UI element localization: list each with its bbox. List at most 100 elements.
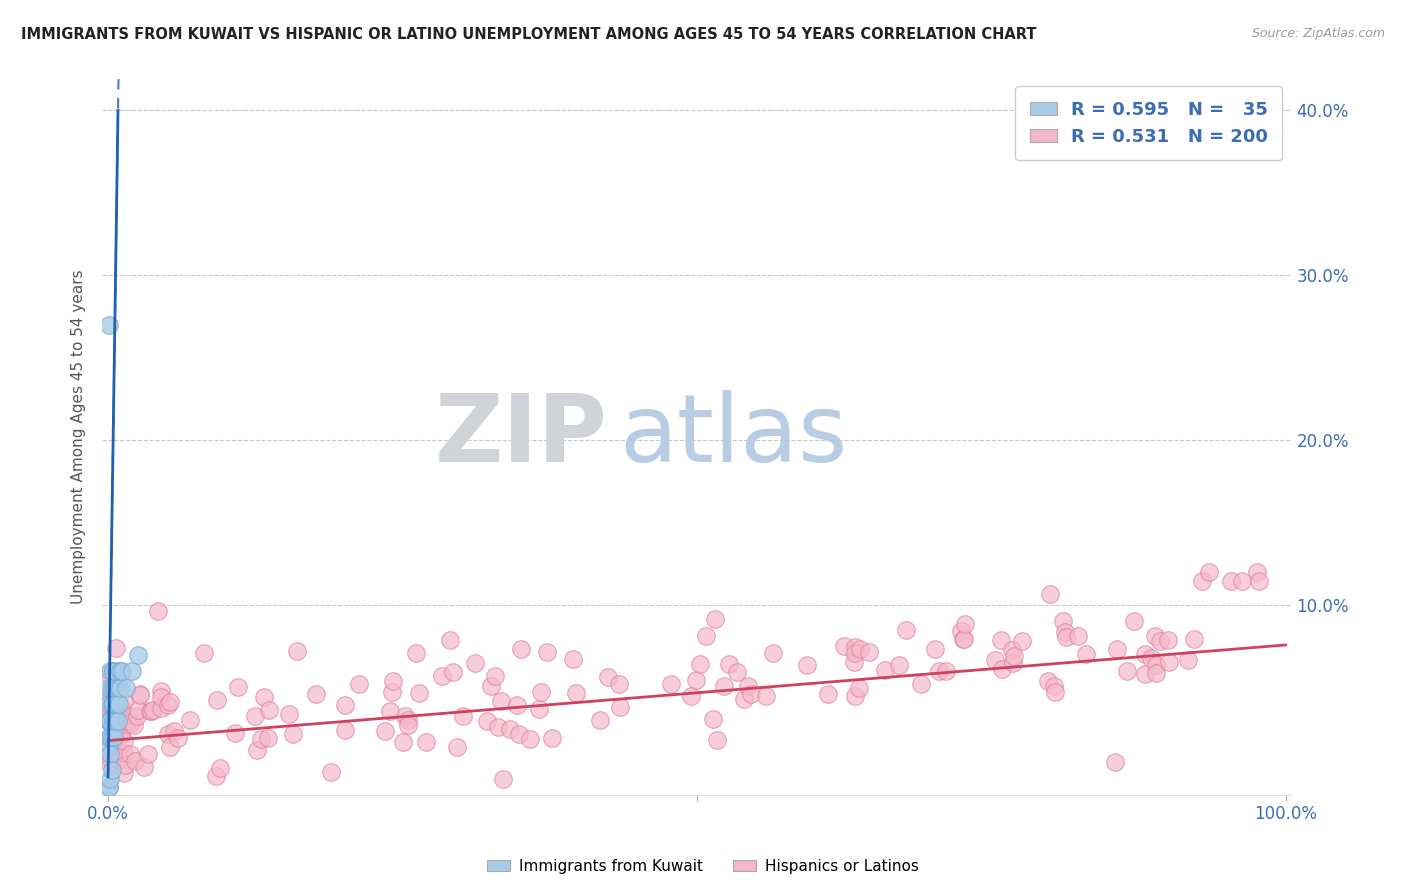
Point <box>132 760 155 774</box>
Point <box>100 731 122 745</box>
Point <box>98 715 121 730</box>
Point <box>257 703 280 717</box>
Point <box>111 723 134 738</box>
Point <box>108 753 131 767</box>
Point <box>107 714 129 728</box>
Point <box>108 681 131 695</box>
Point <box>740 687 762 701</box>
Point <box>396 713 419 727</box>
Point <box>737 679 759 693</box>
Point <box>285 644 308 658</box>
Point <box>1122 614 1144 628</box>
Point <box>127 709 149 723</box>
Point <box>100 764 122 778</box>
Point <box>564 686 586 700</box>
Point <box>952 632 974 646</box>
Point <box>139 704 162 718</box>
Text: Source: ZipAtlas.com: Source: ZipAtlas.com <box>1251 27 1385 40</box>
Point <box>755 689 778 703</box>
Point <box>98 739 121 753</box>
Point <box>98 742 121 756</box>
Point <box>1247 574 1270 588</box>
Point <box>439 632 461 647</box>
Point <box>114 714 136 729</box>
Point <box>98 757 121 772</box>
Point <box>717 657 740 671</box>
Point <box>1043 685 1066 699</box>
Point <box>844 689 866 703</box>
Point <box>796 657 818 672</box>
Point <box>100 698 122 712</box>
Point <box>120 715 142 730</box>
Point <box>98 731 121 745</box>
Point <box>124 754 146 768</box>
Point <box>110 728 132 742</box>
Point <box>111 665 134 679</box>
Point <box>702 712 724 726</box>
Point <box>100 714 122 728</box>
Point <box>464 656 486 670</box>
Point <box>179 714 201 728</box>
Point <box>117 715 139 730</box>
Point <box>1182 632 1205 646</box>
Point <box>98 714 121 728</box>
Point <box>224 726 246 740</box>
Point <box>246 742 269 756</box>
Point <box>156 727 179 741</box>
Point <box>107 681 129 695</box>
Point <box>1054 630 1077 644</box>
Point <box>685 673 707 688</box>
Point <box>894 623 917 637</box>
Point <box>105 640 128 655</box>
Point <box>333 698 356 713</box>
Point <box>104 681 127 695</box>
Point <box>101 698 124 712</box>
Point <box>374 724 396 739</box>
Point <box>935 664 957 678</box>
Point <box>1140 651 1163 665</box>
Point <box>98 681 121 695</box>
Legend: R = 0.595   N =   35, R = 0.531   N = 200: R = 0.595 N = 35, R = 0.531 N = 200 <box>1015 87 1282 161</box>
Point <box>163 724 186 739</box>
Point <box>381 674 404 689</box>
Point <box>506 698 529 712</box>
Point <box>679 689 702 703</box>
Point <box>205 769 228 783</box>
Point <box>103 714 125 728</box>
Point <box>1001 642 1024 657</box>
Point <box>159 740 181 755</box>
Point <box>380 704 402 718</box>
Point <box>498 722 520 736</box>
Point <box>446 740 468 755</box>
Point <box>540 731 562 745</box>
Legend: Immigrants from Kuwait, Hispanics or Latinos: Immigrants from Kuwait, Hispanics or Lat… <box>481 853 925 880</box>
Point <box>889 657 911 672</box>
Point <box>107 747 129 761</box>
Point <box>589 713 612 727</box>
Point <box>156 698 179 713</box>
Point <box>128 689 150 703</box>
Point <box>1038 587 1060 601</box>
Point <box>508 727 530 741</box>
Point <box>489 693 512 707</box>
Point <box>98 702 121 716</box>
Point <box>159 695 181 709</box>
Point <box>127 648 149 662</box>
Point <box>1144 629 1167 643</box>
Point <box>101 729 124 743</box>
Point <box>105 698 128 712</box>
Point <box>1198 566 1220 580</box>
Point <box>118 747 141 761</box>
Point <box>101 714 124 728</box>
Point <box>112 695 135 709</box>
Point <box>990 633 1012 648</box>
Point <box>117 709 139 723</box>
Point <box>1144 665 1167 680</box>
Point <box>817 687 839 701</box>
Point <box>103 681 125 695</box>
Point <box>98 707 121 722</box>
Point <box>1133 647 1156 661</box>
Point <box>842 656 865 670</box>
Point <box>250 731 273 746</box>
Point <box>430 669 453 683</box>
